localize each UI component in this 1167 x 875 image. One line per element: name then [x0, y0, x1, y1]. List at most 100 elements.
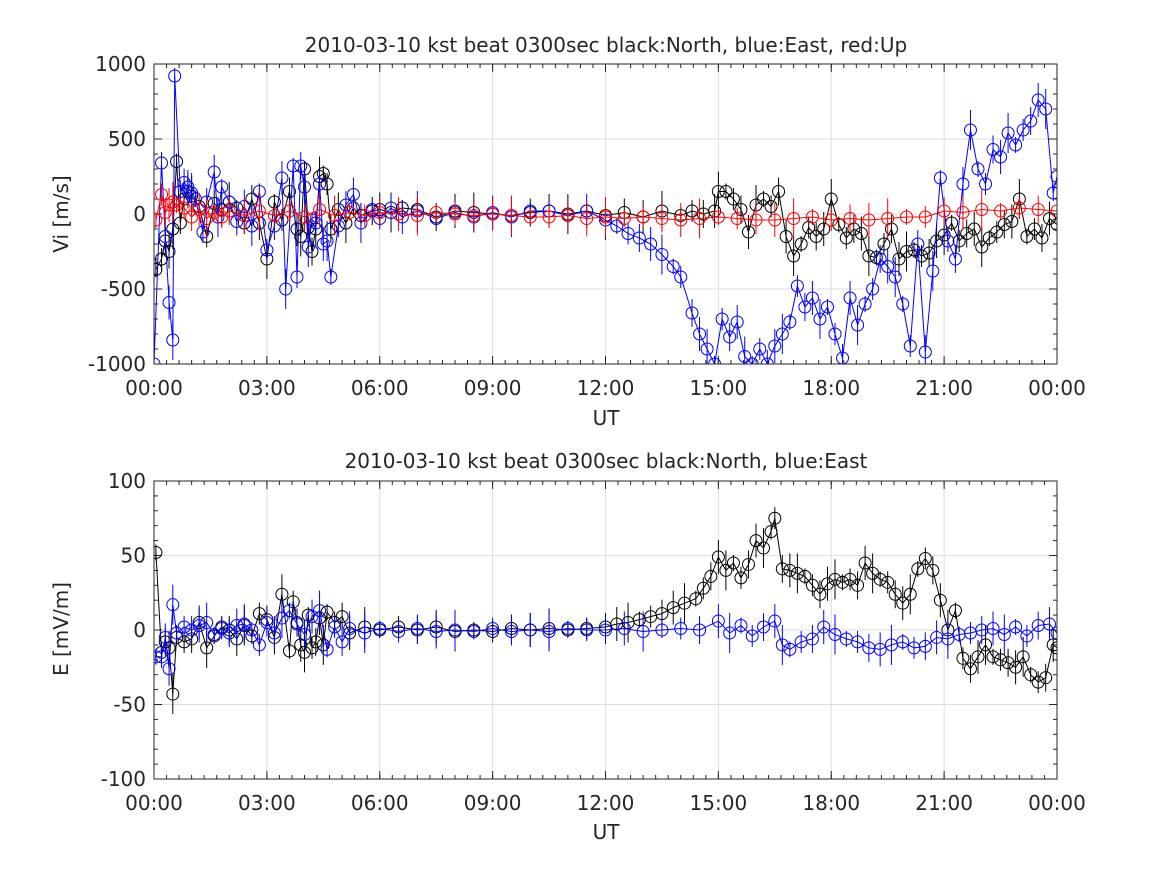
- east-data-point: [324, 270, 338, 284]
- y-tick-label: -50: [113, 693, 146, 717]
- north-data-point: [881, 575, 895, 589]
- up-data-point: [862, 213, 876, 227]
- north-data-point: [877, 237, 891, 251]
- up-data-point: [154, 213, 163, 227]
- east-data-point: [1046, 186, 1057, 200]
- east-data-point: [644, 237, 658, 251]
- north-data-point: [836, 575, 850, 589]
- east-data-point: [783, 642, 797, 656]
- east-data-point: [275, 171, 289, 185]
- east-data-point: [930, 630, 944, 644]
- up-data-point: [155, 188, 169, 201]
- up-data-point: [177, 201, 191, 215]
- up-data-point: [166, 195, 180, 209]
- up-data-point: [561, 209, 575, 222]
- north-data-point: [798, 569, 812, 583]
- east-data-point: [979, 177, 993, 191]
- efield-x-axis-label: UT: [593, 820, 621, 844]
- east-data-point: [290, 617, 304, 631]
- up-data-point: [267, 209, 281, 222]
- north-data-point: [711, 550, 725, 564]
- east-data-point: [941, 234, 955, 248]
- up-data-point: [313, 203, 327, 216]
- east-data-point: [674, 270, 688, 284]
- up-data-point: [542, 210, 556, 224]
- north-data-point: [854, 227, 868, 240]
- north-data-point: [610, 617, 624, 631]
- north-data-point: [956, 651, 970, 665]
- north-data-point: [678, 596, 692, 610]
- east-data-point: [866, 282, 880, 296]
- east-data-point: [467, 624, 481, 638]
- north-data-point: [971, 650, 985, 664]
- east-data-point: [282, 604, 296, 618]
- up-data-point: [881, 212, 895, 225]
- north-data-point: [749, 534, 763, 548]
- north-data-point: [1005, 215, 1019, 228]
- east-data-point: [907, 641, 921, 655]
- up-data-point: [222, 204, 236, 218]
- north-data-point: [772, 185, 786, 198]
- north-data-point: [741, 225, 755, 239]
- north-data-point: [858, 556, 872, 570]
- north-data-point: [790, 566, 804, 580]
- east-data-point: [708, 357, 722, 364]
- east-data-point: [1020, 629, 1034, 643]
- up-data-point: [467, 209, 481, 222]
- up-data-point: [805, 210, 819, 224]
- east-data-point: [768, 614, 782, 628]
- north-data-point: [963, 662, 977, 676]
- east-data-point: [753, 342, 767, 356]
- up-data-point: [617, 212, 631, 225]
- east-data-point: [1031, 93, 1045, 107]
- east-data-point: [316, 237, 330, 251]
- east-data-point: [805, 632, 819, 646]
- x-tick-label: 06:00: [351, 791, 409, 815]
- y-tick-label: -1000: [88, 352, 146, 376]
- north-data-point: [794, 237, 808, 251]
- up-data-point: [170, 198, 184, 212]
- up-data-point: [343, 206, 357, 219]
- y-tick-label: -500: [101, 277, 146, 301]
- north-data-point: [324, 222, 338, 236]
- north-data-point: [1046, 638, 1057, 652]
- velocity-panel: 2010-03-10 kst beat 0300sec black:North,…: [49, 33, 1086, 430]
- east-data-point: [162, 662, 176, 676]
- north-data-point: [979, 638, 993, 652]
- east-data-point: [207, 165, 221, 179]
- east-data-point: [542, 624, 556, 638]
- east-data-point: [700, 342, 714, 356]
- north-data-point: [828, 572, 842, 586]
- east-data-point: [155, 156, 169, 170]
- north-data-point: [892, 252, 906, 266]
- x-tick-label: 03:00: [238, 376, 296, 400]
- up-data-point: [749, 213, 763, 227]
- north-data-point: [290, 222, 304, 236]
- east-data-point: [775, 327, 789, 341]
- east-data-point: [215, 622, 229, 636]
- north-data-point: [294, 230, 308, 243]
- east-data-point: [828, 327, 842, 341]
- north-data-point: [783, 563, 797, 577]
- x-tick-label: 00:00: [1028, 376, 1086, 400]
- north-data-point: [320, 177, 334, 191]
- east-data-point: [896, 297, 910, 311]
- north-data-point: [1050, 218, 1057, 231]
- up-data-point: [843, 212, 857, 225]
- y-tick-label: 0: [133, 202, 146, 226]
- east-series-line: [154, 75, 1057, 364]
- east-data-point: [290, 270, 304, 284]
- up-data-point: [1012, 201, 1026, 215]
- north-data-point: [809, 230, 823, 243]
- up-data-point: [282, 204, 296, 218]
- east-data-point: [309, 216, 323, 230]
- north-data-point: [666, 601, 680, 615]
- north-data-point: [1020, 230, 1034, 243]
- north-data-point: [155, 252, 169, 266]
- north-data-point: [915, 249, 929, 263]
- east-data-point: [963, 123, 977, 137]
- north-data-point: [1001, 656, 1015, 670]
- up-data-point: [674, 213, 688, 227]
- up-data-point: [392, 207, 406, 221]
- east-data-point: [275, 611, 289, 625]
